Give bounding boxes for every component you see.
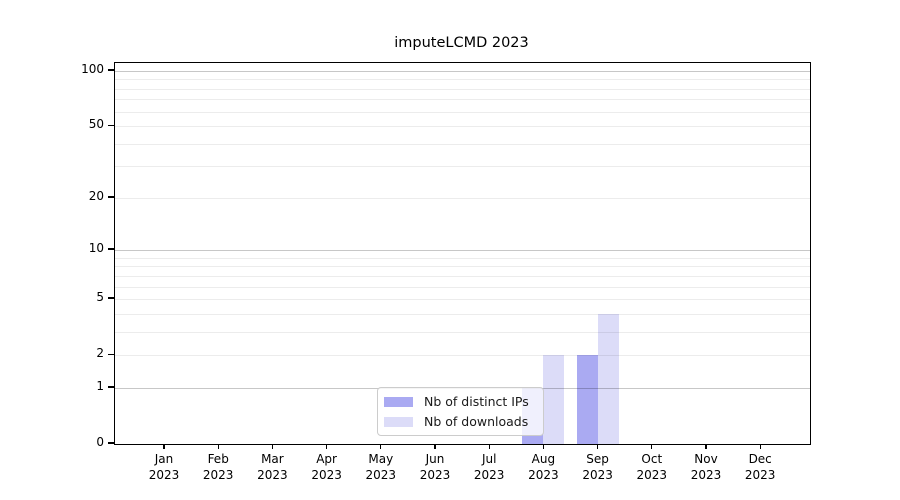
gridline-minor — [115, 355, 810, 357]
y-tick-mark — [108, 386, 114, 388]
x-tick-mark — [163, 444, 165, 450]
x-tick-label: Oct 2023 — [636, 452, 668, 482]
x-tick-label: Dec 2023 — [744, 452, 776, 482]
gridline-minor — [115, 111, 810, 113]
legend-item-downloads: Nb of downloads — [384, 414, 536, 429]
gridline-minor — [115, 126, 810, 128]
gridline-minor — [115, 275, 810, 277]
x-tick-mark — [434, 444, 436, 450]
legend-label-distinct-ips: Nb of distinct IPs — [424, 394, 529, 409]
x-tick-label: Feb 2023 — [202, 452, 234, 482]
x-tick-label: Jan 2023 — [148, 452, 180, 482]
y-tick-label: 2 — [96, 346, 104, 361]
x-tick-mark — [651, 444, 653, 450]
gridline-minor — [115, 79, 810, 81]
chart-title: imputeLCMD 2023 — [394, 35, 529, 51]
x-tick-mark — [596, 444, 599, 450]
y-tick-mark — [108, 196, 114, 198]
x-tick-label: Jun 2023 — [419, 452, 451, 482]
x-tick-mark — [271, 444, 274, 450]
gridline-minor — [115, 197, 810, 199]
gridline-minor — [115, 286, 810, 288]
gridline-minor — [115, 88, 810, 90]
legend-swatch-downloads — [384, 416, 413, 427]
gridline-major — [115, 71, 810, 72]
gridline-minor — [115, 143, 810, 145]
x-tick-mark — [380, 444, 382, 450]
plot-area — [114, 62, 811, 445]
x-tick-mark — [705, 444, 707, 450]
x-tick-label: Aug 2023 — [528, 452, 559, 482]
y-tick-label: 100 — [81, 62, 104, 76]
y-tick-mark — [108, 442, 114, 444]
gridline-minor — [115, 266, 810, 268]
x-tick-mark — [217, 444, 219, 450]
x-tick-label: May 2023 — [365, 452, 397, 482]
bar-distinct-ips-8 — [576, 355, 598, 444]
y-tick-mark — [108, 69, 114, 71]
y-tick-label: 50 — [88, 117, 104, 132]
gridline-minor — [115, 313, 810, 315]
gridline-minor — [115, 299, 810, 301]
y-tick-mark — [108, 297, 114, 299]
legend-label-downloads: Nb of downloads — [424, 414, 529, 429]
gridline-minor — [115, 331, 810, 333]
x-tick-mark — [542, 444, 545, 450]
x-tick-label: Apr 2023 — [311, 452, 342, 482]
bar-downloads-8 — [597, 313, 619, 444]
x-tick-label: Jul 2023 — [473, 452, 505, 482]
y-tick-label: 5 — [96, 290, 104, 305]
x-tick-mark — [488, 444, 490, 450]
x-tick-label: Sep 2023 — [582, 452, 613, 482]
y-tick-label: 1 — [96, 378, 104, 393]
gridline-minor — [115, 99, 810, 101]
x-tick-label: Mar 2023 — [257, 452, 288, 482]
x-tick-label: Nov 2023 — [690, 452, 722, 482]
gridline-minor — [115, 257, 810, 259]
legend-swatch-distinct-ips — [384, 396, 413, 407]
y-tick-label: 0 — [96, 435, 104, 449]
gridline-major — [115, 250, 810, 252]
bar-downloads-7 — [543, 355, 565, 444]
x-tick-mark — [759, 444, 761, 450]
y-tick-mark — [108, 248, 114, 250]
y-tick-mark — [108, 124, 114, 126]
gridline-minor — [115, 166, 810, 168]
y-tick-label: 20 — [88, 188, 104, 203]
y-tick-label: 10 — [88, 241, 104, 256]
x-tick-mark — [325, 444, 328, 450]
legend-item-distinct-ips: Nb of distinct IPs — [384, 394, 536, 409]
y-tick-mark — [108, 353, 114, 355]
legend: Nb of distinct IPs Nb of downloads — [377, 387, 544, 436]
